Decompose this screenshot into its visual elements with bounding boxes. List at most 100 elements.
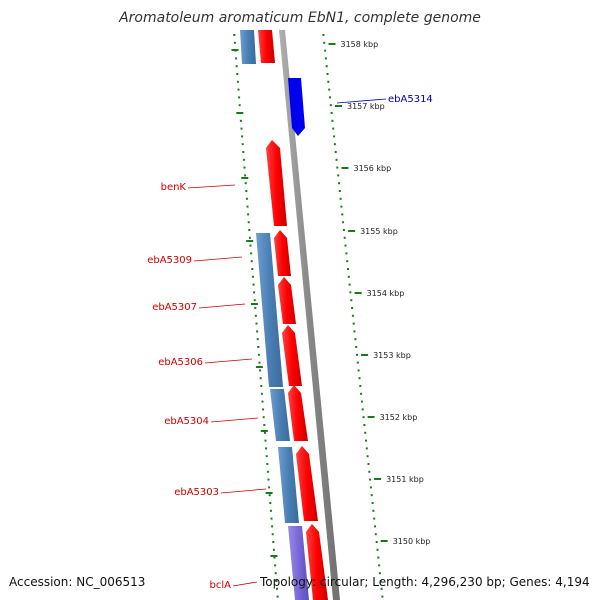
tick-mark: [274, 572, 277, 575]
tick-mark: [244, 174, 247, 177]
ruler-labels: 3158 kbp 3157 kbp 3156 kbp 3155 kbp 3154 kbp…: [328, 40, 431, 546]
gene-block-forward: [278, 277, 296, 324]
tick-mark: [369, 486, 372, 489]
gene-label[interactable]: ebA5306: [158, 357, 203, 368]
tick-mark: [233, 41, 236, 44]
gene-label[interactable]: ebA5303: [174, 487, 219, 498]
tick-mark: [246, 205, 249, 208]
tick-mark: [252, 283, 255, 286]
tick-mark: [374, 525, 376, 528]
tick-mark: [269, 509, 272, 512]
tick-mark: [247, 221, 250, 224]
tick-mark: [256, 330, 259, 333]
tick-mark: [235, 65, 238, 68]
tick-mark: [351, 314, 354, 317]
gene-label[interactable]: ebA5309: [147, 255, 192, 266]
tick-mark: [253, 299, 256, 302]
tick-mark: [238, 104, 241, 107]
tick-mark: [338, 190, 341, 192]
tick-mark: [328, 88, 331, 91]
tick-column-left: [231, 34, 279, 598]
gene-label-leader: [187, 184, 236, 189]
tick-mark: [371, 502, 374, 504]
tick-major-mark: [246, 240, 254, 242]
tick-mark: [256, 338, 259, 341]
tick-mark: [270, 517, 273, 520]
tick-mark: [347, 268, 349, 270]
tick-mark: [260, 385, 263, 387]
tick-mark: [267, 478, 270, 481]
tick-mark: [361, 408, 364, 411]
gene-block-forward: [296, 446, 318, 521]
tick-mark: [253, 291, 256, 294]
gene-block-reverse: [240, 30, 256, 64]
ruler-label: 3156 kbp: [354, 164, 392, 173]
tick-major-mark: [251, 303, 258, 305]
tick-mark: [356, 361, 359, 364]
accession-text: Accession: NC_006513: [9, 575, 146, 589]
tick-major-mark: [255, 366, 263, 368]
tick-mark: [372, 509, 375, 512]
tick-mark: [324, 57, 327, 60]
tick-mark: [339, 197, 342, 200]
ruler-label: 3150 kbp: [393, 537, 431, 546]
tick-mark: [378, 572, 381, 575]
gene-block-highlight: [288, 78, 305, 136]
ruler-label: 3158 kbp: [341, 40, 379, 49]
tick-mark: [367, 463, 370, 465]
gene-label[interactable]: benK: [161, 182, 187, 193]
tick-mark: [326, 73, 329, 75]
ruler-major-tick: [367, 416, 375, 418]
tick-mark: [322, 34, 325, 36]
gene-label[interactable]: ebA5304: [164, 416, 209, 427]
tick-mark: [241, 143, 244, 146]
tick-mark: [233, 34, 236, 36]
tick-mark: [374, 533, 377, 536]
tick-mark: [241, 135, 244, 138]
tick-mark: [235, 57, 238, 60]
tick-mark: [275, 580, 278, 582]
tick-mark: [363, 424, 366, 426]
tick-major-mark: [236, 112, 244, 114]
gene-block-forward: [282, 325, 302, 386]
gene-block-forward: [266, 140, 287, 226]
tick-major-mark: [265, 492, 273, 494]
tick-mark: [325, 65, 328, 68]
gene-label[interactable]: ebA5314: [388, 94, 433, 105]
tick-mark: [258, 361, 261, 364]
tick-mark: [330, 112, 333, 114]
gene-tracks: [240, 30, 328, 600]
tick-mark: [259, 377, 262, 380]
tick-mark: [378, 564, 381, 567]
tick-mark: [358, 377, 361, 380]
gene-labels: ebA5314 benK ebA5309 ebA5307 ebA5306 ebA5304 e…: [147, 94, 433, 591]
tick-mark: [244, 182, 247, 185]
tick-major-mark: [241, 177, 249, 179]
map-title: Aromatoleum aromaticum EbN1, complete ge…: [119, 10, 481, 26]
ruler-major-tick: [354, 292, 362, 294]
tick-mark: [236, 73, 239, 75]
tick-mark: [329, 96, 331, 99]
tick-mark: [342, 221, 345, 224]
tick-mark: [340, 205, 343, 208]
tick-mark: [239, 119, 242, 122]
tick-mark: [276, 587, 278, 590]
tick-mark: [265, 447, 268, 450]
tick-mark: [257, 346, 260, 348]
ruler-major-tick: [380, 540, 388, 542]
tick-mark: [329, 104, 332, 107]
tick-mark: [366, 455, 369, 458]
gene-label-leader: [232, 581, 258, 587]
gene-label[interactable]: ebA5307: [152, 302, 197, 313]
gene-block-reverse: [278, 447, 299, 523]
tick-mark: [381, 595, 384, 598]
tick-mark: [269, 502, 272, 504]
ruler-major-tick: [341, 167, 349, 169]
tick-mark: [262, 416, 265, 419]
ruler-label: 3154 kbp: [367, 289, 405, 298]
tick-mark: [338, 182, 340, 185]
tick-mark: [245, 197, 248, 200]
tick-mark: [273, 556, 276, 559]
gene-label[interactable]: bclA: [210, 580, 232, 591]
